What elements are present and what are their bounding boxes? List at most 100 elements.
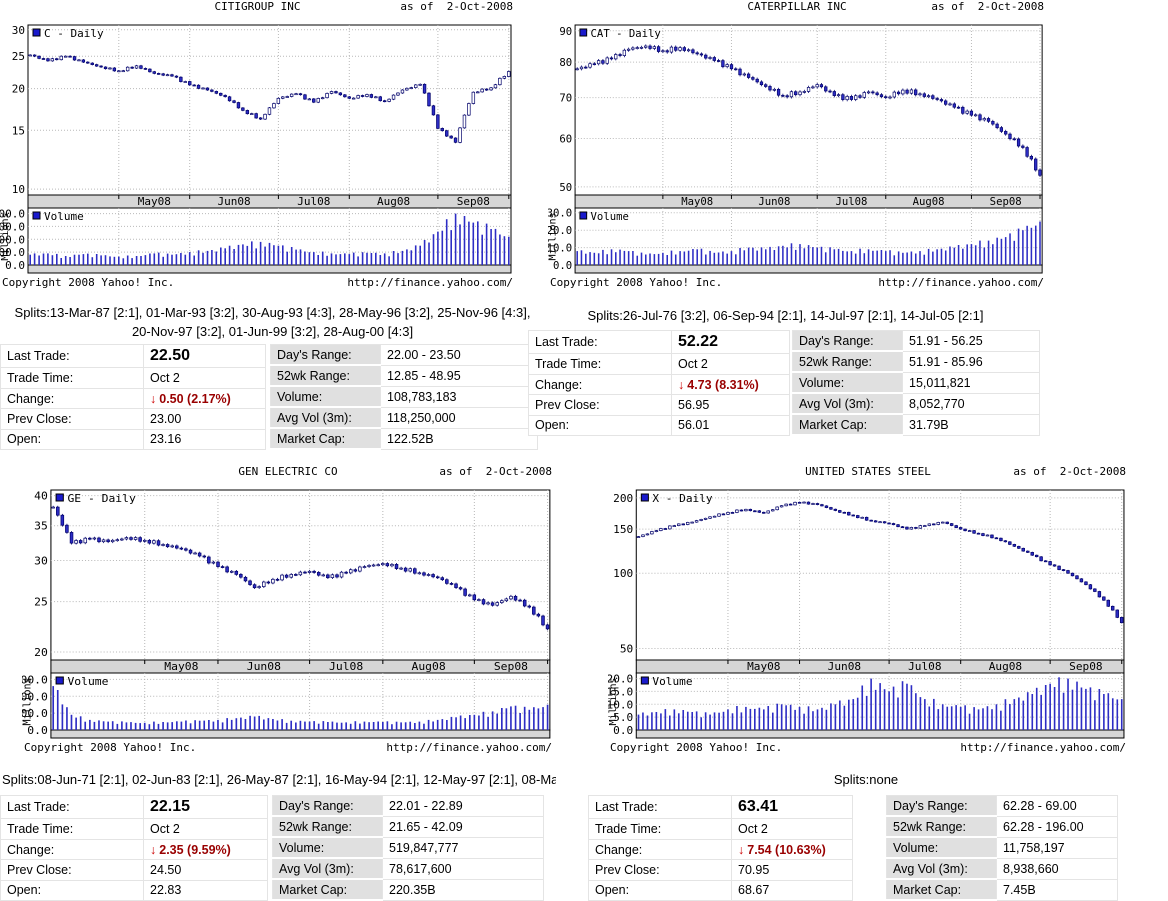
svg-text:0.0: 0.0 [5,259,25,272]
svg-text:Jun08: Jun08 [828,660,861,673]
chart-asof-date: as of 2-Oct-2008 [931,0,1044,13]
quote-row: Avg Vol (3m): 118,250,000 [270,406,538,429]
svg-text:100.0: 100.0 [0,246,25,259]
svg-text:Volume: Volume [591,210,629,223]
chart-header: GEN ELECTRIC CO as of 2-Oct-2008 [22,465,554,478]
open-value: 23.16 [143,428,266,451]
quote-label: Market Cap: [886,878,997,901]
quote-label: Prev Close: [588,859,732,881]
down-arrow-icon: ↓ [738,842,745,857]
price-volume-chart[interactable]: 20253035400.0200.0400.0600.0May08Jun08Ju… [22,478,554,740]
svg-text:Jun08: Jun08 [758,195,790,208]
quote-label: Day's Range: [792,330,903,352]
svg-text:Millions: Millions [548,212,559,260]
quote-row: Day's Range: 51.91 - 56.25 [792,330,1040,352]
finance-url-link[interactable]: http://finance.yahoo.com/ [386,741,552,754]
svg-text:Millions: Millions [22,677,33,725]
chart-header: UNITED STATES STEEL as of 2-Oct-2008 [608,465,1128,478]
change-text: 7.54 (10.63%) [747,842,826,857]
trade-time-value: Oct 2 [143,818,268,840]
quote-label: Prev Close: [0,408,144,430]
splits-line-1: Splits:none [833,772,899,787]
svg-text:400.0: 400.0 [0,208,25,221]
splits-text: Splits:13-Mar-87 [2:1], 01-Mar-93 [3:2],… [0,303,545,341]
avg-vol-value: 118,250,000 [380,406,538,429]
svg-text:May08: May08 [164,660,198,673]
quote-row: Day's Range: 62.28 - 69.00 [886,795,1118,817]
market-cap-value: 7.45B [996,878,1118,901]
svg-text:40: 40 [34,490,48,503]
quote-label: Market Cap: [270,427,381,450]
quote-row: Open: 22.83 [0,879,268,901]
svg-text:20.0: 20.0 [548,224,572,237]
quote-row: Market Cap: 7.45B [886,878,1118,901]
quote-row: Trade Time: Oct 2 [0,818,268,840]
svg-text:Sep08: Sep08 [1069,660,1102,673]
quote-table-left: Last Trade: 22.15 Trade Time: Oct 2 Chan… [0,794,268,901]
volume-value: 108,783,183 [380,385,538,408]
quote-table-right: Day's Range: 22.00 - 23.50 52wk Range: 1… [270,344,538,450]
quote-row: Avg Vol (3m): 8,938,660 [886,857,1118,880]
svg-text:10: 10 [12,183,25,196]
splits-line-1: Splits:08-Jun-71 [2:1], 02-Jun-83 [2:1],… [2,772,556,787]
svg-text:50: 50 [559,181,572,194]
quote-label: Trade Time: [0,818,144,840]
avg-vol-value: 8,938,660 [996,857,1118,880]
volume-value: 519,847,777 [382,836,544,859]
svg-text:CAT - Daily: CAT - Daily [591,27,662,40]
avg-vol-value: 78,617,600 [382,857,544,880]
svg-text:May08: May08 [681,195,713,208]
week52-range-value: 21.65 - 42.09 [382,815,544,838]
open-value: 22.83 [143,879,268,901]
copyright-text: Copyright 2008 Yahoo! Inc. [550,276,723,289]
price-volume-chart[interactable]: 10152025300.0100.0200.0300.0400.0May08Ju… [0,13,515,275]
stock-chart-panel: UNITED STATES STEEL as of 2-Oct-2008 50 1… [608,465,1128,754]
quote-row: Prev Close: 56.95 [528,394,790,416]
quote-label: Volume: [272,836,383,859]
days-range-value: 22.01 - 22.89 [382,795,544,817]
finance-url-link[interactable]: http://finance.yahoo.com/ [878,276,1044,289]
svg-text:Jul08: Jul08 [908,660,941,673]
quote-label: Change: [0,387,144,410]
quote-table-right: Day's Range: 62.28 - 69.00 52wk Range: 6… [886,795,1118,901]
svg-text:20.0: 20.0 [608,673,633,686]
svg-text:20: 20 [12,83,25,96]
price-volume-chart[interactable]: 50 100 150 200 0.05.010.015.020.0 May08 Jun08 J… [608,478,1128,740]
quote-table-right: Day's Range: 22.01 - 22.89 52wk Range: 2… [272,795,544,901]
quote-label: Open: [528,414,672,437]
price-volume-chart[interactable]: 50 60 70 80 90 0.0 10.0 20.0 30.0 May08 Jun08 Jul08… [548,13,1046,275]
finance-url-link[interactable]: http://finance.yahoo.com/ [960,741,1126,754]
finance-url-link[interactable]: http://finance.yahoo.com/ [347,276,513,289]
svg-text:30.0: 30.0 [548,207,572,220]
quote-row: Change: ↓ 4.73 (8.31%) [528,373,790,396]
quote-table-left: Last Trade: 63.41 Trade Time: Oct 2 Chan… [588,794,853,901]
quote-row: Volume: 108,783,183 [270,385,538,408]
quote-row: 52wk Range: 12.85 - 48.95 [270,364,538,387]
quote-label: Avg Vol (3m): [886,857,997,880]
prev-close-value: 24.50 [143,859,268,881]
svg-text:200: 200 [613,492,633,505]
quadrant-general-electric: GEN ELECTRIC CO as of 2-Oct-2008 20 25 30 3… [0,465,556,901]
quote-label: Last Trade: [0,794,144,820]
svg-text:30: 30 [12,24,25,37]
chart-title: UNITED STATES STEEL [805,465,931,478]
avg-vol-value: 8,052,770 [902,392,1040,415]
splits-text: Splits:08-Jun-71 [2:1], 02-Jun-83 [2:1],… [0,770,556,789]
change-text: 0.50 (2.17%) [159,391,231,406]
quote-label: 52wk Range: [886,815,997,838]
svg-text:50: 50 [620,643,633,656]
chart-asof-date: as of 2-Oct-2008 [400,0,513,13]
svg-text:80: 80 [559,56,572,69]
svg-text:Aug08: Aug08 [412,660,446,673]
quote-label: Prev Close: [0,859,144,881]
chart-title: CITIGROUP INC [214,0,301,13]
quadrant-us-steel: UNITED STATES STEEL as of 2-Oct-2008 50 1… [588,465,1144,901]
quote-label: 52wk Range: [270,364,381,387]
volume-value: 15,011,821 [902,371,1040,394]
svg-text:100: 100 [613,567,633,580]
chart-asof-date: as of 2-Oct-2008 [1013,465,1126,478]
market-cap-value: 220.35B [382,878,544,901]
quote-label: Open: [0,428,144,451]
svg-text:15: 15 [12,124,25,137]
quote-label: Market Cap: [792,413,903,436]
